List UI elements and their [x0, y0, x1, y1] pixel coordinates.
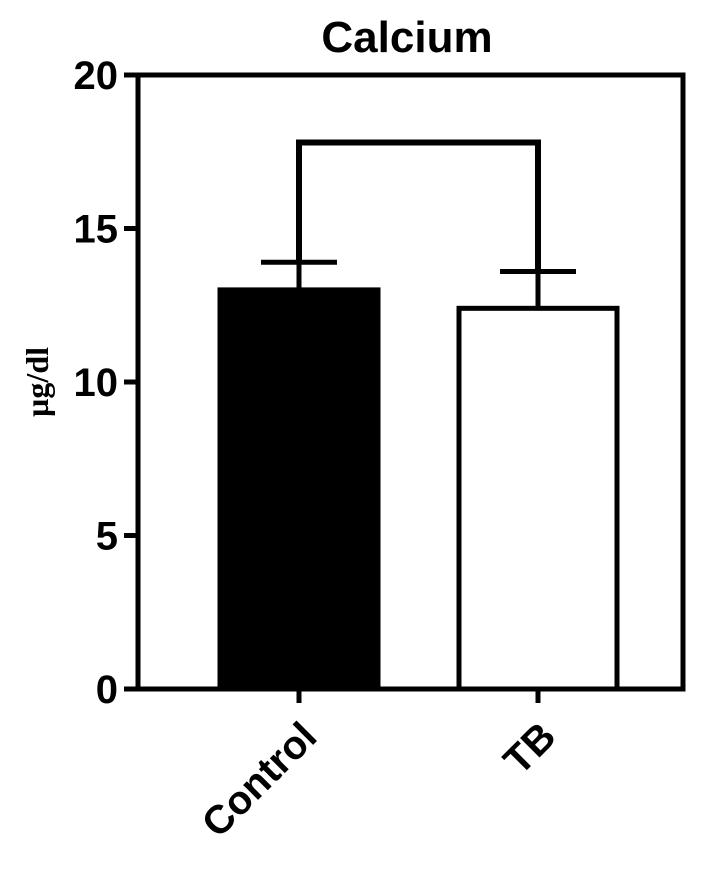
- chart-title: Calcium: [321, 13, 492, 62]
- x-tick-label-tb: TB: [496, 714, 565, 783]
- y-tick-label-3: 15: [74, 208, 119, 252]
- y-tick-label-0: 0: [96, 668, 118, 712]
- y-axis-label: µg/dl: [19, 347, 55, 417]
- significance-bracket: [296, 139, 541, 272]
- y-tick-label-4: 20: [74, 54, 119, 98]
- y-tick-label-1: 5: [96, 515, 118, 559]
- y-tick-label-2: 10: [74, 361, 119, 405]
- bar-tb: [456, 305, 620, 692]
- bar-control: [217, 287, 381, 692]
- plot-area: 0 5 10 15 20 Control TB: [74, 54, 686, 846]
- x-tick-label-control: Control: [194, 714, 326, 846]
